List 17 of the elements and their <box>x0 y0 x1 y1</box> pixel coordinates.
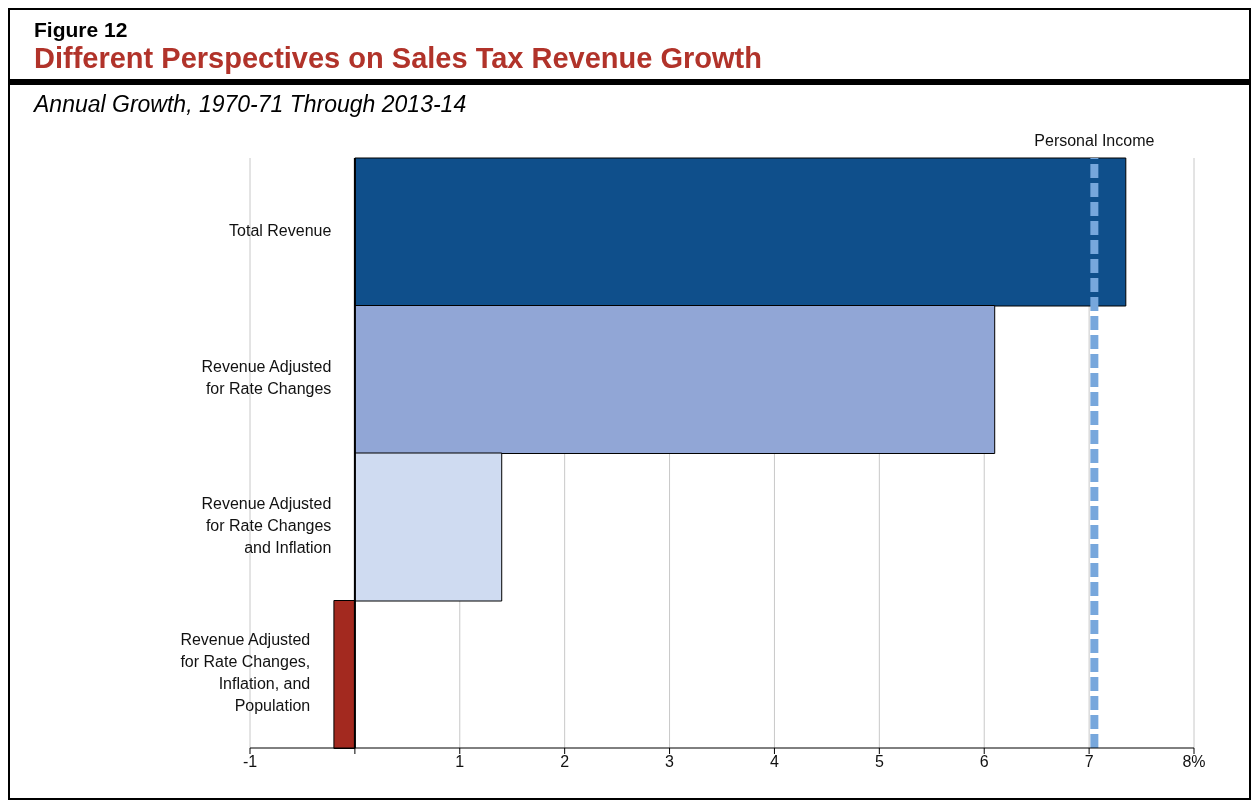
x-tick-label: 6 <box>979 753 989 771</box>
x-tick-label: 7 <box>1084 753 1094 771</box>
chart-subtitle: Annual Growth, 1970-71 Through 2013-14 <box>32 90 468 118</box>
x-tick-label: 3 <box>665 753 675 771</box>
x-tick-label: 8% <box>1182 753 1206 771</box>
x-tick-label: 2 <box>560 753 570 771</box>
ref-line-label: Personal Income <box>1034 132 1155 149</box>
x-tick-label: 5 <box>874 753 884 771</box>
x-tick-label: -1 <box>242 753 258 771</box>
x-tick-label: 1 <box>455 753 465 771</box>
y-tick-label: Revenue Adjusted for Rate Changes <box>201 358 332 398</box>
y-tick-label: Total Revenue <box>229 221 332 239</box>
y-tick-label: Revenue Adjusted for Rate Changes and Inflation <box>201 494 332 556</box>
y-tick-label: Revenue Adjusted for Rate Changes, Inflation, and Population <box>180 631 311 715</box>
caption: Figure 12 <box>34 18 129 42</box>
x-tick-label: 4 <box>769 753 779 771</box>
chart-title: Different Perspectives on Sales Tax Revenue Growth <box>34 42 763 75</box>
